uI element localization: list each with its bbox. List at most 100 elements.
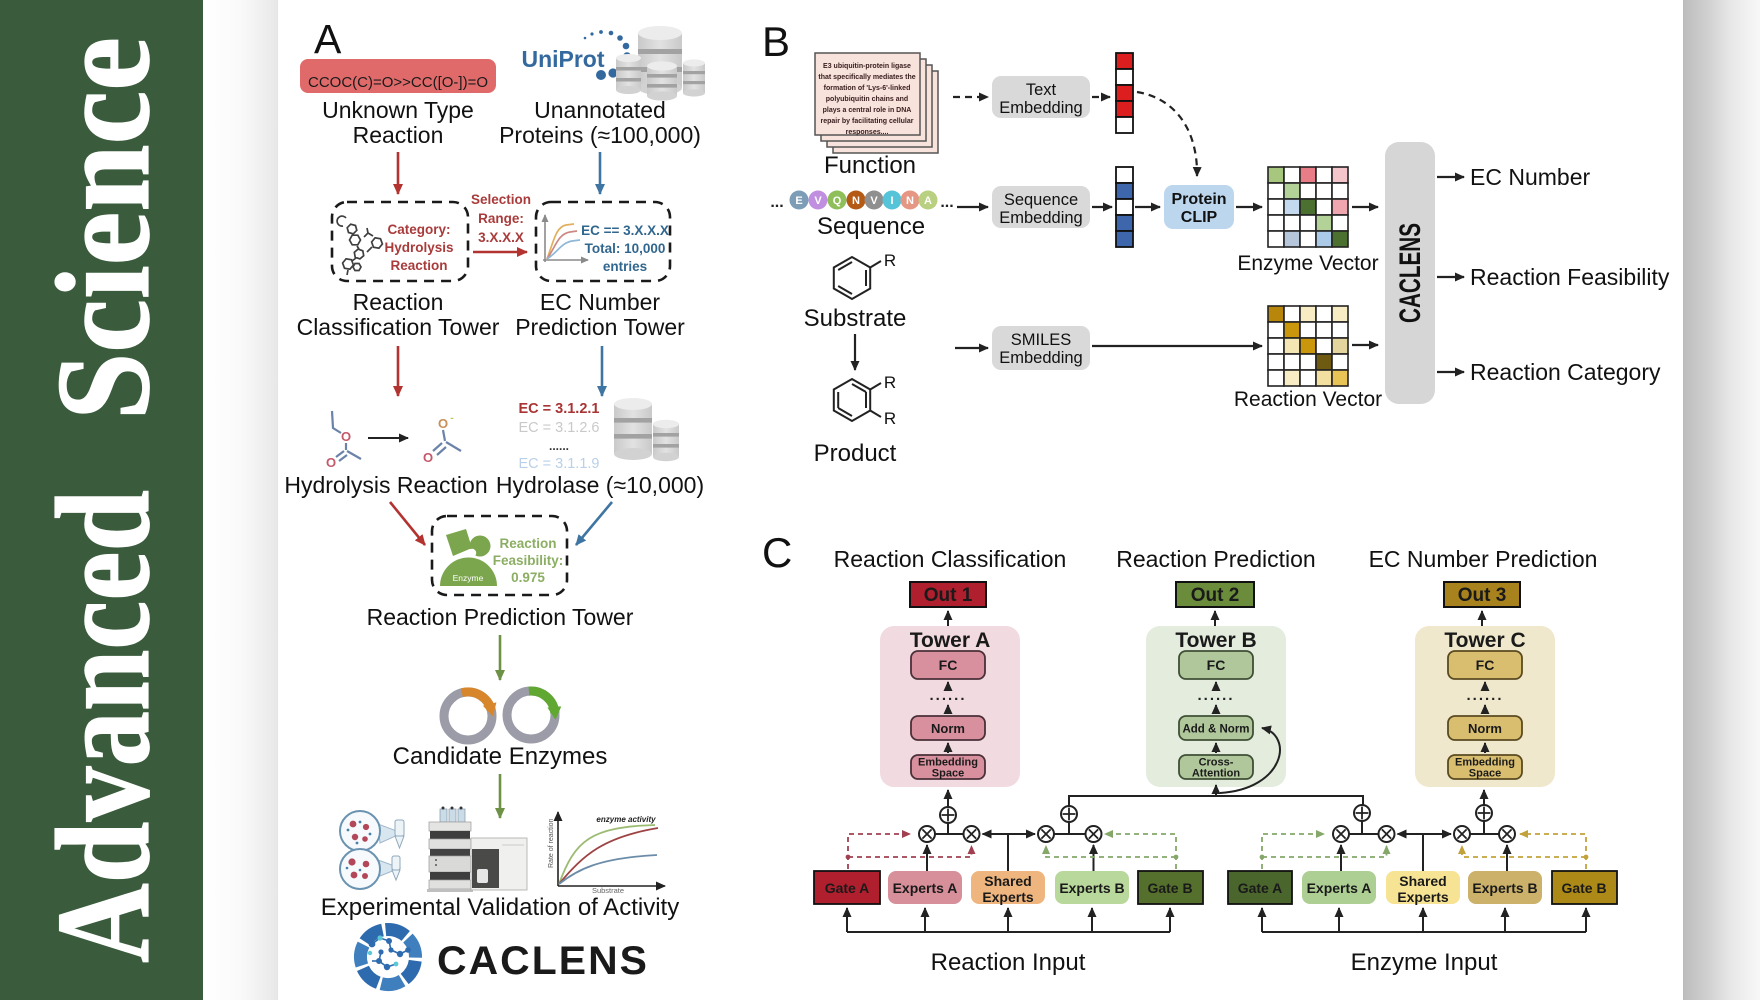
svg-text:......: ...... xyxy=(1466,687,1503,704)
svg-text:responses....: responses.... xyxy=(846,129,889,136)
svg-text:Norm: Norm xyxy=(1468,721,1502,736)
svg-text:FC: FC xyxy=(939,657,958,673)
svg-text:Unknown Type: Unknown Type xyxy=(322,97,474,123)
svg-text:Experts A: Experts A xyxy=(893,880,958,896)
svg-text:Hydrolysis Reaction: Hydrolysis Reaction xyxy=(284,472,487,498)
svg-text:O: O xyxy=(326,455,336,470)
svg-text:Tower B: Tower B xyxy=(1175,629,1256,652)
svg-text:Substrate: Substrate xyxy=(804,305,907,332)
svg-text:Out 3: Out 3 xyxy=(1458,585,1507,606)
svg-text:Reaction: Reaction xyxy=(499,536,556,551)
svg-text:Rate of reaction: Rate of reaction xyxy=(548,818,555,868)
svg-text:A: A xyxy=(314,16,342,62)
svg-text:Reaction Classification: Reaction Classification xyxy=(834,546,1067,572)
svg-text:Enzyme: Enzyme xyxy=(453,573,484,583)
svg-text:-: - xyxy=(450,413,453,424)
svg-text:Shared: Shared xyxy=(1399,873,1446,889)
svg-text:......: ...... xyxy=(929,687,966,704)
svg-text:Reaction: Reaction xyxy=(390,258,447,273)
svg-text:Category:: Category: xyxy=(387,222,450,237)
svg-text:Add & Norm: Add & Norm xyxy=(1182,724,1249,736)
svg-text:Experts: Experts xyxy=(1397,889,1449,905)
svg-text:CCOC(C)=O>>CC([O-])=O: CCOC(C)=O>>CC([O-])=O xyxy=(308,74,488,91)
svg-text:Out 2: Out 2 xyxy=(1191,585,1240,606)
svg-text:Function: Function xyxy=(824,152,916,179)
svg-text:Feasibility:: Feasibility: xyxy=(493,553,564,568)
svg-text:enzyme activity: enzyme activity xyxy=(596,815,656,824)
svg-text:Embedding: Embedding xyxy=(999,209,1082,227)
svg-text:Norm: Norm xyxy=(931,721,965,736)
svg-text:Reaction Input: Reaction Input xyxy=(931,949,1086,976)
svg-text:Hydrolysis: Hydrolysis xyxy=(384,240,453,255)
svg-text:Embedding: Embedding xyxy=(918,757,978,769)
svg-text:CACLENS: CACLENS xyxy=(437,939,649,983)
svg-text:A: A xyxy=(924,195,932,207)
svg-text:Reaction: Reaction xyxy=(353,289,444,315)
svg-text:Proteins (≈100,000): Proteins (≈100,000) xyxy=(499,122,701,148)
svg-text:Gate B: Gate B xyxy=(1561,880,1606,896)
svg-text:Experts B: Experts B xyxy=(1059,880,1124,896)
svg-text:Classification Tower: Classification Tower xyxy=(297,314,500,340)
svg-text:Attention: Attention xyxy=(1192,768,1241,780)
svg-text:Enzyme Vector: Enzyme Vector xyxy=(1237,252,1378,275)
svg-text:SMILES: SMILES xyxy=(1011,331,1072,349)
svg-text:Reaction Feasibility: Reaction Feasibility xyxy=(1470,264,1670,290)
svg-text:Gate A: Gate A xyxy=(1238,880,1283,896)
svg-text:R: R xyxy=(884,409,896,428)
svg-text:EC Number: EC Number xyxy=(1470,164,1590,190)
svg-text:V: V xyxy=(814,195,822,207)
svg-text:Gate A: Gate A xyxy=(825,880,870,896)
svg-text:entries: entries xyxy=(603,259,647,274)
svg-text:Cross-: Cross- xyxy=(1199,757,1234,769)
svg-text:Experimental Validation of Act: Experimental Validation of Activity xyxy=(321,894,679,921)
svg-text:Total: 10,000: Total: 10,000 xyxy=(585,241,666,256)
svg-text:R: R xyxy=(884,251,896,270)
svg-text:...: ... xyxy=(770,194,783,211)
svg-text:Reaction Category: Reaction Category xyxy=(1470,359,1661,385)
svg-text:Substrate: Substrate xyxy=(592,886,624,895)
svg-text:Candidate Enzymes: Candidate Enzymes xyxy=(393,743,608,770)
svg-text:Embedding: Embedding xyxy=(999,99,1082,117)
svg-text:Space: Space xyxy=(1469,768,1501,780)
svg-text:Protein: Protein xyxy=(1171,191,1226,208)
svg-text:Out 1: Out 1 xyxy=(924,585,973,606)
svg-text:Prediction Tower: Prediction Tower xyxy=(515,314,685,340)
svg-text:Gate B: Gate B xyxy=(1147,880,1192,896)
svg-text:Reaction Prediction Tower: Reaction Prediction Tower xyxy=(367,604,634,630)
svg-text:EC Number: EC Number xyxy=(540,289,660,315)
svg-text:plays a central role in DNA: plays a central role in DNA xyxy=(823,107,912,114)
svg-text:Reaction Prediction: Reaction Prediction xyxy=(1116,546,1315,572)
svg-text:C: C xyxy=(762,529,792,576)
svg-text:......: ...... xyxy=(1197,687,1234,704)
svg-text:Science: Science xyxy=(29,37,177,420)
svg-text:FC: FC xyxy=(1207,657,1226,673)
svg-text:Tower C: Tower C xyxy=(1444,629,1525,652)
svg-text:0.975: 0.975 xyxy=(511,570,545,585)
svg-text:Advanced: Advanced xyxy=(29,490,177,963)
svg-text:repair by facilitating cellula: repair by facilitating cellular xyxy=(821,118,914,125)
svg-text:EC = 3.1.2.6: EC = 3.1.2.6 xyxy=(518,420,599,436)
svg-text:V: V xyxy=(870,195,878,207)
svg-text:EC Number Prediction: EC Number Prediction xyxy=(1369,546,1598,572)
svg-text:Tower A: Tower A xyxy=(910,629,991,652)
svg-text:Range:: Range: xyxy=(478,211,524,226)
svg-text:R: R xyxy=(884,373,896,392)
svg-text:N: N xyxy=(906,195,914,207)
svg-text:Experts B: Experts B xyxy=(1472,880,1537,896)
svg-text:formation of 'Lys-6'-linked: formation of 'Lys-6'-linked xyxy=(824,85,911,92)
svg-text:Text: Text xyxy=(1026,81,1057,99)
svg-text:FC: FC xyxy=(1476,657,1495,673)
svg-text:I: I xyxy=(890,195,893,207)
svg-text:...: ... xyxy=(940,194,953,211)
svg-text:EC = 3.1.1.9: EC = 3.1.1.9 xyxy=(518,456,599,472)
svg-text:Embedding: Embedding xyxy=(1455,757,1515,769)
svg-text:B: B xyxy=(762,18,790,65)
svg-text:O: O xyxy=(423,450,433,465)
svg-text:Shared: Shared xyxy=(984,873,1031,889)
svg-text:EC == 3.X.X.X: EC == 3.X.X.X xyxy=(581,223,669,238)
svg-text:that specifically mediates the: that specifically mediates the xyxy=(818,74,915,81)
svg-text:CACLENS: CACLENS xyxy=(1394,223,1427,323)
svg-text:Sequence: Sequence xyxy=(1004,191,1078,209)
svg-text:Selection: Selection xyxy=(471,192,531,207)
svg-text:Q: Q xyxy=(833,195,842,207)
